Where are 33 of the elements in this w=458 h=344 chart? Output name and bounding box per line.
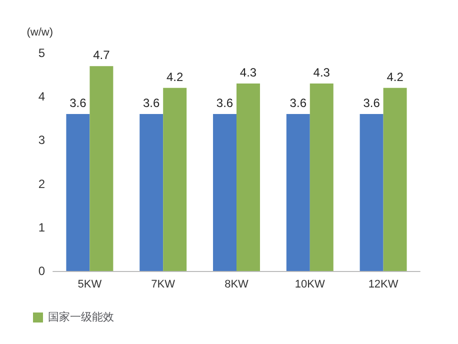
data-label: 4.2 [166, 70, 184, 84]
y-axis-title: (w/w) [26, 26, 53, 38]
data-label: 3.6 [70, 96, 87, 110]
bar [383, 88, 407, 271]
data-label: 4.3 [240, 66, 257, 80]
x-tick-label: 7KW [151, 278, 176, 290]
legend-label: 国家一级能效 [48, 310, 114, 324]
data-label: 3.6 [363, 96, 380, 110]
data-label: 4.3 [313, 66, 330, 80]
bar [90, 66, 114, 271]
y-tick-label: 0 [38, 264, 46, 278]
data-label: 4.7 [93, 48, 110, 62]
data-label: 4.2 [386, 70, 404, 84]
x-tick-label: 12KW [368, 278, 399, 290]
x-tick-label: 5KW [78, 278, 102, 290]
y-tick-label: 4 [38, 90, 46, 104]
bar [140, 114, 164, 271]
y-tick-label: 1 [38, 220, 46, 234]
data-label: 3.6 [143, 96, 160, 110]
bar [360, 114, 384, 271]
data-label: 3.6 [290, 96, 307, 110]
x-tick-label: 8KW [224, 278, 250, 290]
bar [310, 84, 334, 271]
bar [163, 88, 187, 271]
bar [66, 114, 90, 271]
bar [286, 114, 310, 271]
bar [213, 114, 236, 271]
x-tick-label: 10KW [294, 278, 326, 290]
y-tick-label: 3 [38, 133, 46, 148]
y-tick-label: 5 [38, 46, 46, 60]
bar [236, 84, 260, 271]
data-label: 3.6 [216, 96, 234, 110]
y-tick-label: 2 [38, 176, 46, 191]
